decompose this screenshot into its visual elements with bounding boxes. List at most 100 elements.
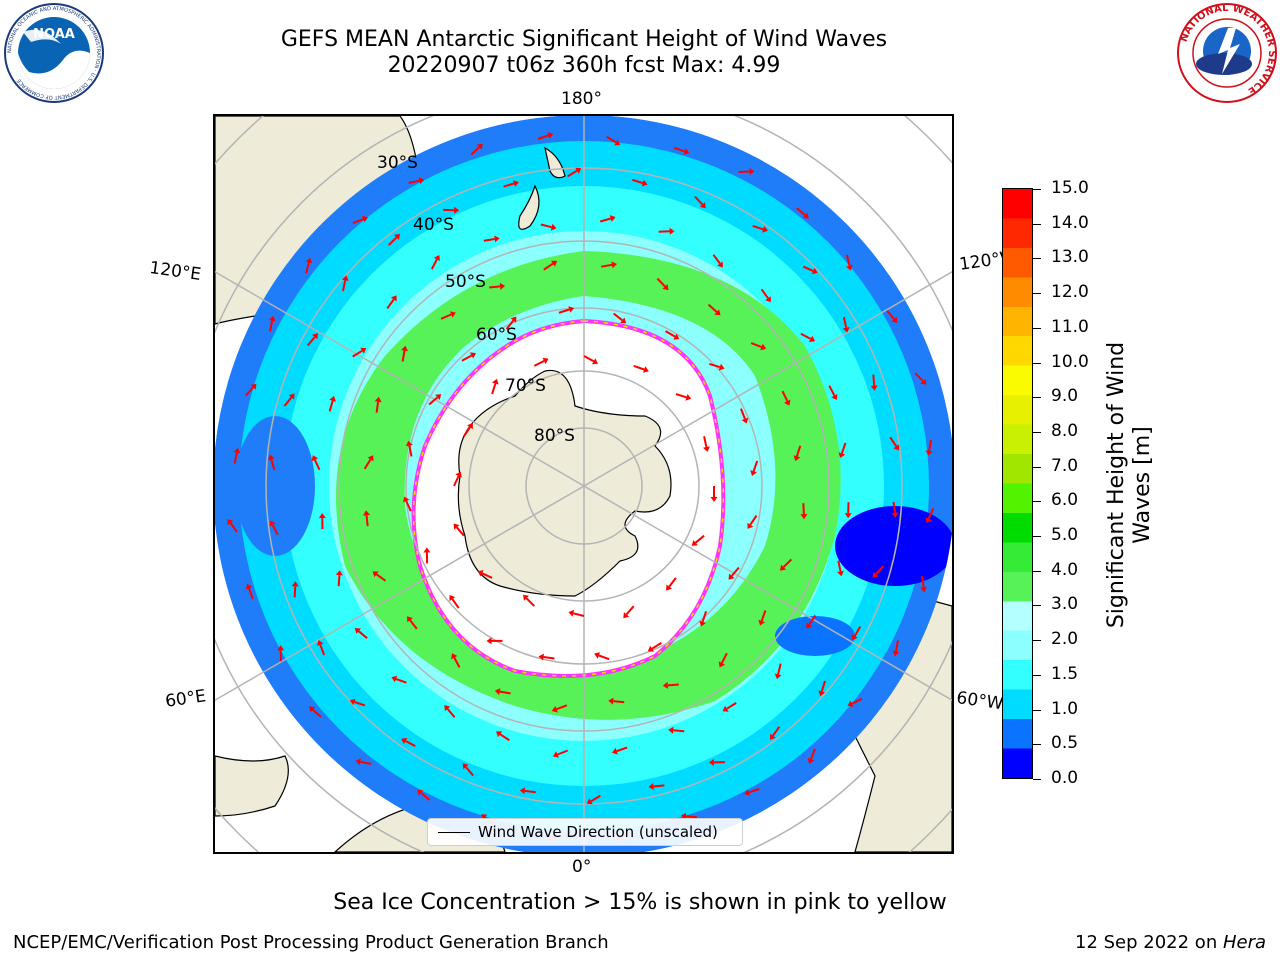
wind-wave-arrow-shaft xyxy=(505,319,515,330)
wind-wave-arrow-shaft xyxy=(694,534,705,544)
wind-wave-arrow-head xyxy=(288,393,295,400)
wind-wave-arrow-shaft xyxy=(567,169,578,178)
wind-wave-arrow-head xyxy=(374,396,382,403)
wind-wave-arrow-head xyxy=(891,316,898,323)
wind-wave-arrow-head xyxy=(469,352,476,359)
wind-wave-arrow-shaft xyxy=(601,263,613,268)
wind-wave-arrow-head xyxy=(758,619,765,626)
wind-wave-arrow-head xyxy=(250,383,257,390)
wind-wave-arrow-shaft xyxy=(606,135,617,144)
wind-wave-arrow-head xyxy=(838,452,846,458)
wind-wave-arrow-head xyxy=(844,513,852,519)
wind-wave-arrow-shaft xyxy=(712,254,721,265)
wind-wave-arrow-shaft xyxy=(481,572,493,579)
wind-wave-arrow-head xyxy=(568,306,575,313)
wind-wave-arrow-head xyxy=(462,763,469,770)
wind-wave-arrow-shaft xyxy=(306,336,316,347)
wind-wave-arrow-shaft xyxy=(461,354,473,362)
colorbar-tick-mark xyxy=(1033,640,1041,642)
wind-wave-arrow-head xyxy=(362,215,368,223)
ocean-deep-patch-west xyxy=(235,416,315,556)
wind-wave-arrow-shaft xyxy=(701,610,708,623)
wind-wave-arrow-shaft xyxy=(503,182,515,188)
wind-wave-arrow-head xyxy=(568,609,575,617)
run-date: 12 Sep 2022 on xyxy=(1075,932,1223,953)
wind-wave-arrow-head xyxy=(842,327,850,333)
wind-wave-arrow-shaft xyxy=(428,396,439,406)
wind-wave-arrow-shaft xyxy=(837,560,842,572)
wind-wave-arrow-shaft xyxy=(921,576,925,588)
wind-wave-arrow-head xyxy=(367,455,374,462)
wind-wave-arrow-shaft xyxy=(405,740,416,747)
wind-wave-arrow-head xyxy=(685,394,692,401)
wind-wave-arrow-shaft xyxy=(928,439,932,452)
colorbar-tick-label: 13.0 xyxy=(1051,247,1089,268)
wind-wave-arrow-shaft xyxy=(375,401,380,413)
wind-wave-arrow-head xyxy=(355,758,361,766)
wind-wave-arrow-shaft xyxy=(401,350,406,362)
wind-wave-arrow-shaft xyxy=(328,400,334,412)
wind-wave-arrow-head xyxy=(550,223,557,231)
wind-wave-arrow-head xyxy=(717,261,723,268)
wind-wave-arrow-head xyxy=(710,497,718,502)
wind-wave-arrow-shaft xyxy=(667,683,679,687)
wind-wave-arrow-head xyxy=(648,783,654,790)
wind-wave-arrow-shaft xyxy=(465,766,474,777)
wind-wave-arrow-shaft xyxy=(533,360,545,367)
wind-wave-arrow-shaft xyxy=(489,285,501,289)
wind-wave-arrow-shaft xyxy=(395,678,407,684)
wind-wave-arrow-shaft xyxy=(270,459,276,471)
nws-logo: NATIONAL WEATHER SERVICE xyxy=(1176,2,1278,104)
wind-wave-arrow-head xyxy=(749,168,755,175)
wind-wave-arrow-head xyxy=(335,570,343,576)
wind-wave-arrow-shaft xyxy=(664,330,676,338)
wind-wave-arrow-head xyxy=(891,512,899,518)
wind-wave-arrow-shaft xyxy=(358,630,368,639)
wind-wave-arrow-head xyxy=(523,594,529,601)
wind-wave-arrow-head xyxy=(837,570,844,577)
map-legend: Wind Wave Direction (unscaled) xyxy=(427,818,743,846)
wind-wave-arrow-head xyxy=(349,698,356,706)
wind-wave-arrow-shaft xyxy=(760,610,767,622)
wind-wave-arrow-shaft xyxy=(752,460,759,472)
wind-wave-arrow-shaft xyxy=(651,642,662,650)
wind-wave-arrow-shaft xyxy=(842,316,848,328)
wind-wave-arrow-shaft xyxy=(446,708,456,718)
wind-wave-arrow-head xyxy=(451,653,458,660)
wind-wave-arrow-shaft xyxy=(408,445,413,457)
wind-wave-arrow-head xyxy=(494,688,501,696)
svg-text:NOAA: NOAA xyxy=(33,27,75,42)
wind-wave-arrow-head xyxy=(476,143,483,150)
colorbar-tick-mark xyxy=(1033,293,1041,295)
wind-wave-arrow-head xyxy=(703,446,710,452)
wind-wave-arrow-shaft xyxy=(248,588,254,600)
wind-wave-arrow-shaft xyxy=(499,733,510,742)
wind-wave-arrow-shaft xyxy=(540,223,552,229)
wind-wave-arrow-head xyxy=(394,233,400,240)
wind-wave-arrow-head xyxy=(699,202,706,209)
wind-wave-arrow-head xyxy=(510,316,517,323)
wind-wave-arrow-head xyxy=(449,595,456,602)
colorbar-tick-mark xyxy=(1033,362,1041,364)
wind-wave-arrow-head xyxy=(806,622,813,629)
wind-wave-arrow-head xyxy=(277,645,285,651)
wind-wave-arrow-shaft xyxy=(703,436,708,448)
wind-wave-arrow-shaft xyxy=(556,704,568,711)
wind-wave-arrow-head xyxy=(802,212,809,219)
lon-label-60w: 60°W xyxy=(955,688,1005,715)
wind-wave-arrow-shaft xyxy=(632,178,644,185)
wind-wave-arrow-head xyxy=(233,447,241,454)
wind-wave-arrow-shaft xyxy=(430,258,438,270)
wind-wave-arrow-head xyxy=(449,311,456,318)
wind-wave-arrow-head xyxy=(925,517,932,524)
wind-wave-arrow-head xyxy=(831,394,838,400)
wind-wave-arrow-head xyxy=(683,148,690,155)
wind-wave-arrow-head xyxy=(744,789,750,796)
wind-wave-arrow-shaft xyxy=(354,701,366,707)
wind-wave-arrow-shaft xyxy=(293,586,297,598)
colorbar-tick-mark xyxy=(1033,327,1041,329)
wind-wave-arrow-head xyxy=(741,417,749,424)
ocean-deep-patch-east xyxy=(835,506,952,586)
wind-wave-arrow-head xyxy=(547,132,554,139)
wind-wave-arrow-shaft xyxy=(229,522,238,533)
